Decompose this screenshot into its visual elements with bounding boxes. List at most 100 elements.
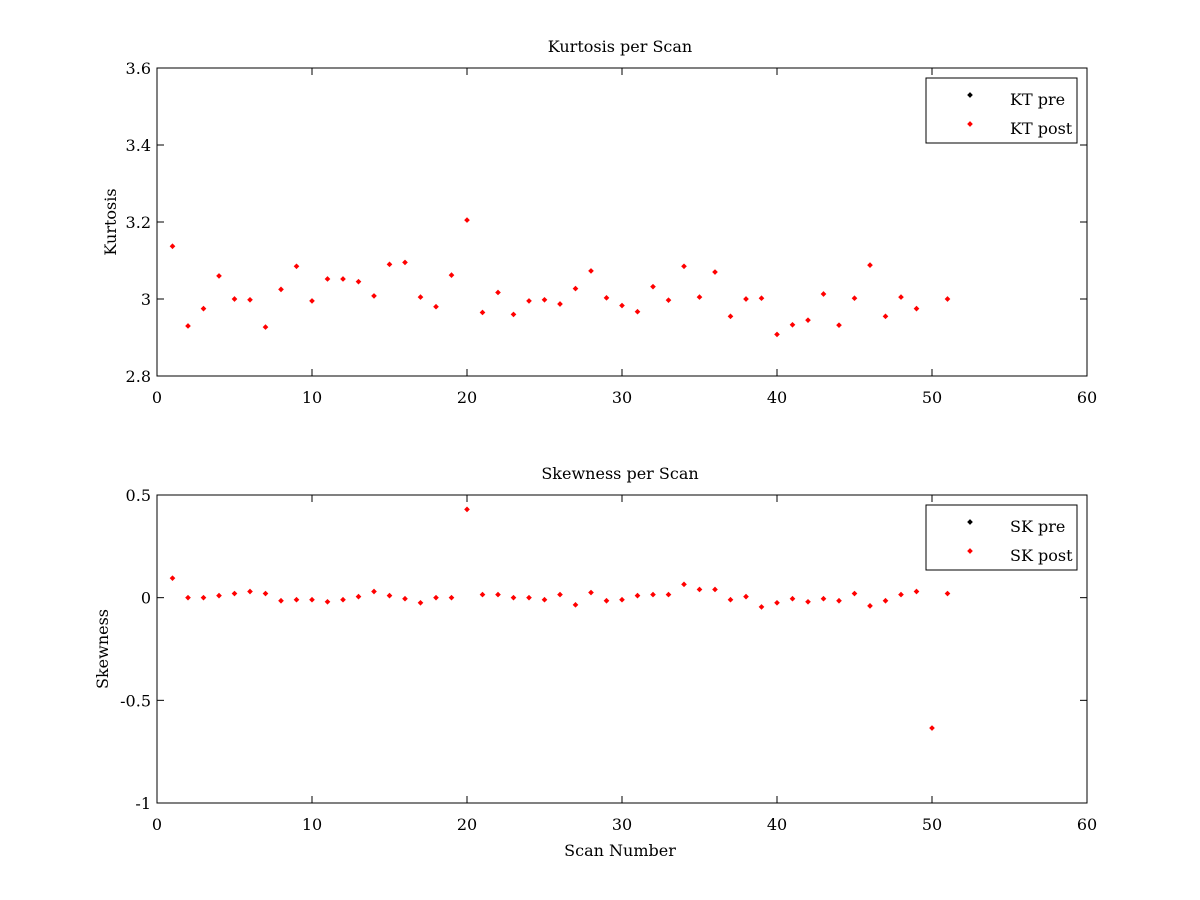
skewness-point-sk-post xyxy=(665,591,672,598)
kurtosis-point-kt-post xyxy=(944,296,951,302)
skewness-point-sk-post xyxy=(417,599,424,606)
sk-pre-legend-marker xyxy=(967,519,973,525)
skewness-x-tick-label: 0 xyxy=(152,815,162,834)
skewness-ticks: 0 10 20 30 40 50 60 -1 -0.5 0 0.5 xyxy=(120,486,1097,834)
skewness-point-sk-post xyxy=(200,594,207,601)
skewness-point-sk-post xyxy=(851,590,858,597)
kurtosis-point-kt-post xyxy=(572,285,579,292)
skewness-point-sk-post xyxy=(247,588,253,595)
kurtosis-ticks: 0 10 20 30 40 50 60 2.8 3 3.2 3.4 3.6 xyxy=(126,59,1098,407)
skewness-point-sk-post xyxy=(557,591,563,598)
kurtosis-x-tick-label: 30 xyxy=(612,388,632,407)
kurtosis-point-kt-post xyxy=(526,298,532,304)
skewness-point-sk-post xyxy=(293,596,300,603)
skewness-x-axis-label: Scan Number xyxy=(564,841,676,860)
skewness-point-sk-post xyxy=(820,595,827,602)
kurtosis-point-kt-post xyxy=(913,305,920,312)
kurtosis-point-kt-post xyxy=(882,313,889,320)
skewness-point-sk-post xyxy=(758,604,765,610)
skewness-point-sk-post xyxy=(929,725,935,731)
skewness-point-sk-post xyxy=(650,591,656,598)
skewness-point-sk-post xyxy=(913,588,920,595)
kurtosis-point-kt-post xyxy=(510,311,517,318)
kurtosis-y-axis-label: Kurtosis xyxy=(101,188,120,255)
skewness-point-sk-post xyxy=(712,586,718,593)
skewness-point-sk-post xyxy=(278,597,284,604)
kurtosis-point-kt-post xyxy=(851,295,858,302)
kurtosis-point-kt-post xyxy=(231,296,238,302)
sk-pre-legend-label: SK pre xyxy=(1010,517,1065,536)
skewness-y-tick-label: -0.5 xyxy=(120,691,151,710)
kurtosis-point-kt-post xyxy=(200,305,207,312)
kurtosis-point-kt-post xyxy=(541,296,548,303)
kurtosis-point-kt-post xyxy=(727,313,734,320)
kurtosis-point-kt-post xyxy=(603,295,610,301)
skewness-point-sk-post xyxy=(355,593,362,600)
kurtosis-points xyxy=(169,217,951,338)
kurtosis-y-tick-label: 2.8 xyxy=(126,367,151,386)
skewness-legend: SK pre SK post xyxy=(925,504,1078,571)
sk-post-legend-marker xyxy=(967,548,973,554)
skewness-point-sk-post xyxy=(774,599,780,606)
kurtosis-point-kt-post xyxy=(247,296,253,303)
skewness-point-sk-post xyxy=(696,586,703,593)
skewness-point-sk-post xyxy=(805,598,811,605)
skewness-x-tick-label: 50 xyxy=(922,815,942,834)
skewness-point-sk-post xyxy=(727,596,734,603)
kurtosis-x-tick-label: 10 xyxy=(302,388,322,407)
kurtosis-point-kt-post xyxy=(324,276,331,282)
skewness-point-sk-post xyxy=(479,591,486,598)
skewness-point-sk-post xyxy=(789,595,796,602)
kurtosis-x-tick-label: 0 xyxy=(152,388,162,407)
skewness-point-sk-post xyxy=(464,506,470,513)
kurtosis-point-kt-post xyxy=(433,303,439,310)
kurtosis-point-kt-post xyxy=(898,294,904,300)
kurtosis-point-kt-post xyxy=(340,276,346,282)
skewness-point-sk-post xyxy=(681,581,687,588)
kurtosis-point-kt-post xyxy=(588,268,594,274)
kurtosis-point-kt-post xyxy=(386,261,393,268)
kurtosis-legend: KT pre KT post xyxy=(925,77,1078,144)
skewness-point-sk-post xyxy=(882,597,889,604)
kt-pre-legend-marker xyxy=(967,92,973,98)
kt-post-legend-label: KT post xyxy=(1010,119,1073,138)
kurtosis-x-tick-label: 50 xyxy=(922,388,942,407)
kurtosis-panel: Kurtosis per Scan Kurtosis 0 10 20 30 40 50 60… xyxy=(101,37,1097,407)
kurtosis-point-kt-post xyxy=(681,263,687,270)
kurtosis-point-kt-post xyxy=(634,308,641,315)
kurtosis-point-kt-post xyxy=(774,331,780,338)
skewness-point-sk-post xyxy=(510,594,517,601)
skewness-point-sk-post xyxy=(867,603,873,609)
kurtosis-point-kt-post xyxy=(712,269,718,275)
skewness-point-sk-post xyxy=(371,588,377,595)
kurtosis-point-kt-post xyxy=(805,317,811,324)
skewness-point-sk-post xyxy=(743,593,749,600)
skewness-point-sk-post xyxy=(944,590,951,597)
kurtosis-point-kt-post xyxy=(619,302,625,309)
skewness-point-sk-post xyxy=(309,596,315,603)
kurtosis-point-kt-post xyxy=(557,301,563,307)
kurtosis-x-tick-label: 20 xyxy=(457,388,477,407)
skewness-x-tick-label: 30 xyxy=(612,815,632,834)
skewness-point-sk-post xyxy=(433,594,439,601)
skewness-point-sk-post xyxy=(526,594,532,601)
kurtosis-point-kt-post xyxy=(371,293,377,299)
kurtosis-y-tick-label: 3.2 xyxy=(126,213,151,232)
kurtosis-point-kt-post xyxy=(696,294,703,300)
kurtosis-y-tick-label: 3.6 xyxy=(126,59,151,78)
skewness-x-tick-label: 40 xyxy=(767,815,787,834)
skewness-y-tick-label: -1 xyxy=(135,794,151,813)
kurtosis-point-kt-post xyxy=(216,273,222,279)
skewness-y-tick-label: 0 xyxy=(141,589,151,608)
kurtosis-point-kt-post xyxy=(479,309,486,316)
sk-post-legend-label: SK post xyxy=(1010,546,1073,565)
skewness-point-sk-post xyxy=(185,594,191,601)
skewness-point-sk-post xyxy=(634,592,641,599)
kurtosis-point-kt-post xyxy=(309,298,315,304)
skewness-point-sk-post xyxy=(588,589,594,596)
skewness-point-sk-post xyxy=(231,590,238,597)
skewness-legend-box xyxy=(925,504,1078,571)
kurtosis-point-kt-post xyxy=(185,323,191,329)
kt-post-legend-marker xyxy=(967,121,973,127)
